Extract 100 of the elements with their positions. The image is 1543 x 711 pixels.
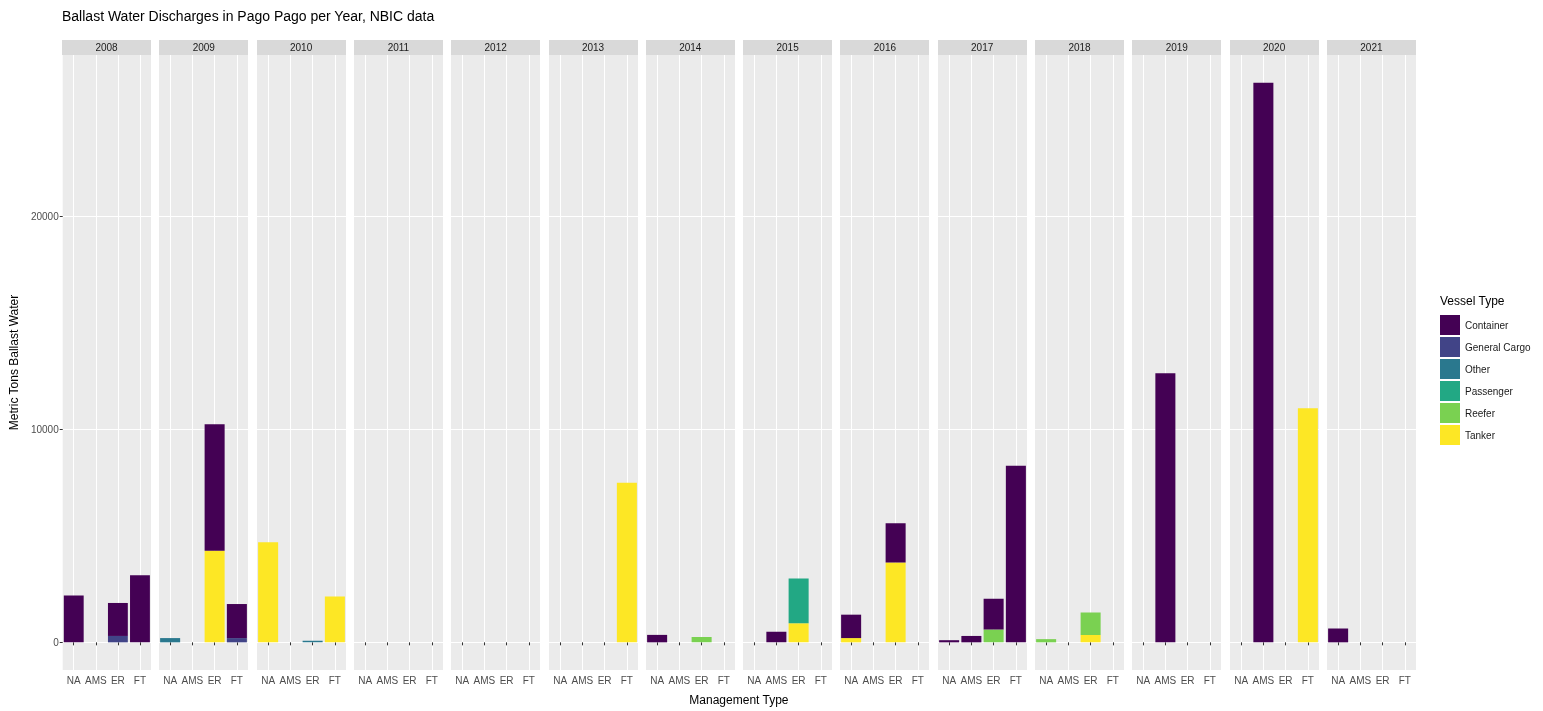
text: Ballast Water Discharges in Pago Pago per Year, NBIC data: [62, 8, 435, 24]
x-tick-label: AMS: [1057, 674, 1080, 686]
x-tick-label: ER: [694, 674, 709, 686]
legend-label: Tanker: [1464, 429, 1496, 441]
x-tick-label: FT: [1204, 674, 1217, 686]
chart-subtitle: 2021: [1326, 40, 1416, 55]
x-tick-label: NA: [358, 674, 373, 686]
legend-title: Vessel Type: [1439, 294, 1505, 308]
chart-subtitle: 2016: [840, 40, 930, 55]
x-tick-label: AMS: [1252, 674, 1275, 686]
x-tick-label: AMS: [571, 674, 594, 686]
x-tick-label: AMS: [1154, 674, 1177, 686]
x-tick-label: AMS: [765, 674, 788, 686]
chart-subtitle: 2011: [353, 40, 443, 55]
x-tick-label: NA: [1331, 674, 1346, 686]
x-tick-label: FT: [1106, 674, 1119, 686]
x-tick-label: ER: [499, 674, 514, 686]
legend-label: Other: [1464, 363, 1491, 375]
x-tick-label: NA: [163, 674, 178, 686]
x-tick-label: ER: [1083, 674, 1098, 686]
x-tick-label: FT: [814, 674, 828, 686]
legend-label: General Cargo: [1464, 341, 1531, 353]
x-tick-label: AMS: [668, 674, 691, 686]
x-tick-label: ER: [889, 674, 903, 686]
x-tick-label: ER: [402, 674, 417, 686]
x-tick-label: NA: [1233, 674, 1248, 686]
x-tick-label: ER: [207, 674, 222, 686]
bar: [63, 595, 84, 643]
bar: [204, 424, 225, 551]
x-tick-label: FT: [717, 674, 730, 686]
chart-subtitle: 2018: [1035, 40, 1124, 55]
chart-subtitle: 2013: [548, 40, 638, 55]
x-tick-label: FT: [133, 674, 147, 686]
bar: [938, 640, 959, 643]
x-tick-label: ER: [1375, 674, 1390, 686]
x-tick-label: ER: [1180, 674, 1195, 686]
chart-subtitle: 2014: [645, 40, 735, 55]
y-tick-label: 10000: [30, 424, 60, 436]
x-tick-label: ER: [305, 674, 320, 686]
chart-subtitle: 2015: [743, 40, 833, 55]
x-tick-label: AMS: [84, 674, 107, 686]
bar: [841, 638, 862, 643]
chart-subtitle: 2012: [451, 40, 541, 55]
x-tick-label: FT: [912, 674, 925, 686]
bar: [107, 602, 128, 636]
x-tick-label: ER: [791, 674, 806, 686]
x-tick-label: ER: [986, 674, 1001, 686]
x-tick-label: ER: [597, 674, 612, 686]
legend-label: Reefer: [1464, 407, 1496, 419]
y-axis-title: Metric Tons Ballast Water: [7, 294, 21, 431]
bar: [160, 638, 181, 643]
x-tick-label: AMS: [960, 674, 983, 686]
x-tick-label: FT: [522, 674, 536, 686]
x-tick-label: NA: [941, 674, 957, 686]
bar: [983, 598, 1004, 630]
x-tick-label: NA: [844, 674, 859, 686]
x-tick-label: FT: [1009, 674, 1022, 686]
x-tick-label: AMS: [279, 674, 302, 686]
chart-subtitle: 2017: [937, 40, 1027, 55]
bar: [961, 635, 982, 643]
bar: [227, 638, 248, 643]
x-tick-label: AMS: [862, 674, 885, 686]
x-tick-label: AMS: [473, 674, 496, 686]
x-tick-label: ER: [110, 674, 125, 686]
bar: [130, 575, 150, 643]
x-tick-label: FT: [231, 674, 244, 686]
bar: [227, 604, 248, 639]
bar: [841, 614, 862, 639]
x-tick-label: NA: [455, 674, 470, 686]
bar: [983, 629, 1004, 643]
chart-subtitle: 2009: [159, 40, 249, 55]
x-tick-label: NA: [260, 674, 275, 686]
x-tick-label: FT: [328, 674, 341, 686]
x-tick-label: NA: [1136, 674, 1151, 686]
x-tick-label: AMS: [1349, 674, 1372, 686]
bar: [886, 523, 907, 563]
x-tick-label: NA: [1039, 674, 1054, 686]
y-tick-label: 0: [53, 636, 60, 648]
bar: [204, 550, 225, 643]
bar: [886, 562, 907, 643]
x-tick-label: AMS: [181, 674, 204, 686]
x-tick-label: ER: [1278, 674, 1293, 686]
bar: [107, 635, 128, 643]
chart-subtitle: 2010: [256, 40, 346, 55]
bar: [1005, 465, 1026, 643]
legend-label: Passenger: [1464, 385, 1514, 397]
x-axis-title: Management Type: [689, 693, 789, 707]
x-tick-label: FT: [1398, 674, 1411, 686]
chart-subtitle: 2020: [1229, 40, 1319, 55]
x-tick-label: FT: [620, 674, 633, 686]
chart-subtitle: 2008: [62, 40, 151, 55]
x-tick-label: AMS: [376, 674, 399, 686]
legend-label: Container: [1464, 319, 1509, 331]
y-tick-label: 20000: [30, 211, 60, 223]
x-tick-label: NA: [649, 674, 665, 686]
x-tick-label: NA: [552, 674, 567, 686]
x-tick-label: NA: [747, 674, 762, 686]
chart-subtitle: 2019: [1132, 40, 1222, 55]
x-tick-label: FT: [425, 674, 438, 686]
x-tick-label: NA: [66, 674, 82, 686]
